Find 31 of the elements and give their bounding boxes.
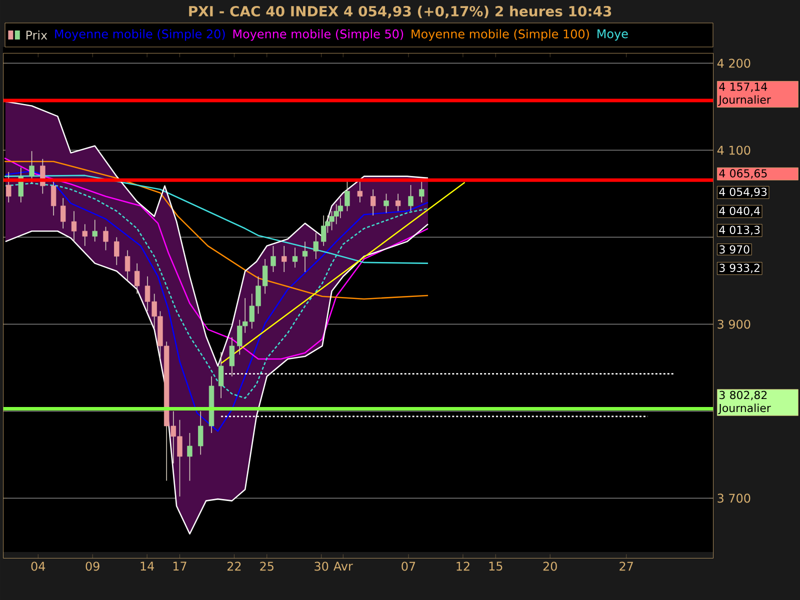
x-tick-label: 17 xyxy=(173,562,186,570)
y-tick-label: 3 700 xyxy=(718,494,750,503)
ref-line-label: 4 157,14 Journalier xyxy=(718,82,771,106)
x-tick-label: 12 xyxy=(456,562,470,571)
legend-label: Prix xyxy=(26,30,48,40)
y-tick-label: 4 100 xyxy=(717,146,750,155)
ref-line-label: 3 802,82 Journalier xyxy=(718,390,771,414)
ref-line-label: 4 065,65 xyxy=(719,169,767,179)
text: 4 054,93 xyxy=(719,188,767,198)
y-tick-label: 3 900 xyxy=(718,320,750,329)
x-tick-label: 30 xyxy=(314,562,328,571)
x-tick-label: 07 xyxy=(402,562,416,571)
x-tick-label: Avr xyxy=(334,562,353,570)
text: Moye xyxy=(598,29,628,41)
x-tick-label: 20 xyxy=(543,562,557,571)
text: Moyenne mobile (Simple 50) xyxy=(233,29,404,41)
chart-title: PXI - CAC 40 INDEX 4 054,93 (+0,17%) 2 heures 10:43 xyxy=(189,6,612,18)
text: 4 040,4 xyxy=(719,206,760,216)
x-tick-label: 27 xyxy=(620,562,633,571)
x-tick-label: 09 xyxy=(86,562,100,571)
x-tick-label: 25 xyxy=(260,562,274,571)
text: Moyenne mobile (Simple 20) xyxy=(55,29,225,41)
text: 4 013,3 xyxy=(719,226,760,236)
text: 3 970 xyxy=(720,245,750,254)
x-tick-label: 22 xyxy=(227,562,241,571)
y-tick-label: 4 200 xyxy=(717,58,750,68)
x-tick-label: 04 xyxy=(31,562,46,571)
text: Moyenne mobile (Simple 100) xyxy=(412,29,589,41)
x-tick-label: 14 xyxy=(140,562,154,570)
x-tick-label: 15 xyxy=(489,562,502,571)
text: 3 933,2 xyxy=(720,264,760,274)
